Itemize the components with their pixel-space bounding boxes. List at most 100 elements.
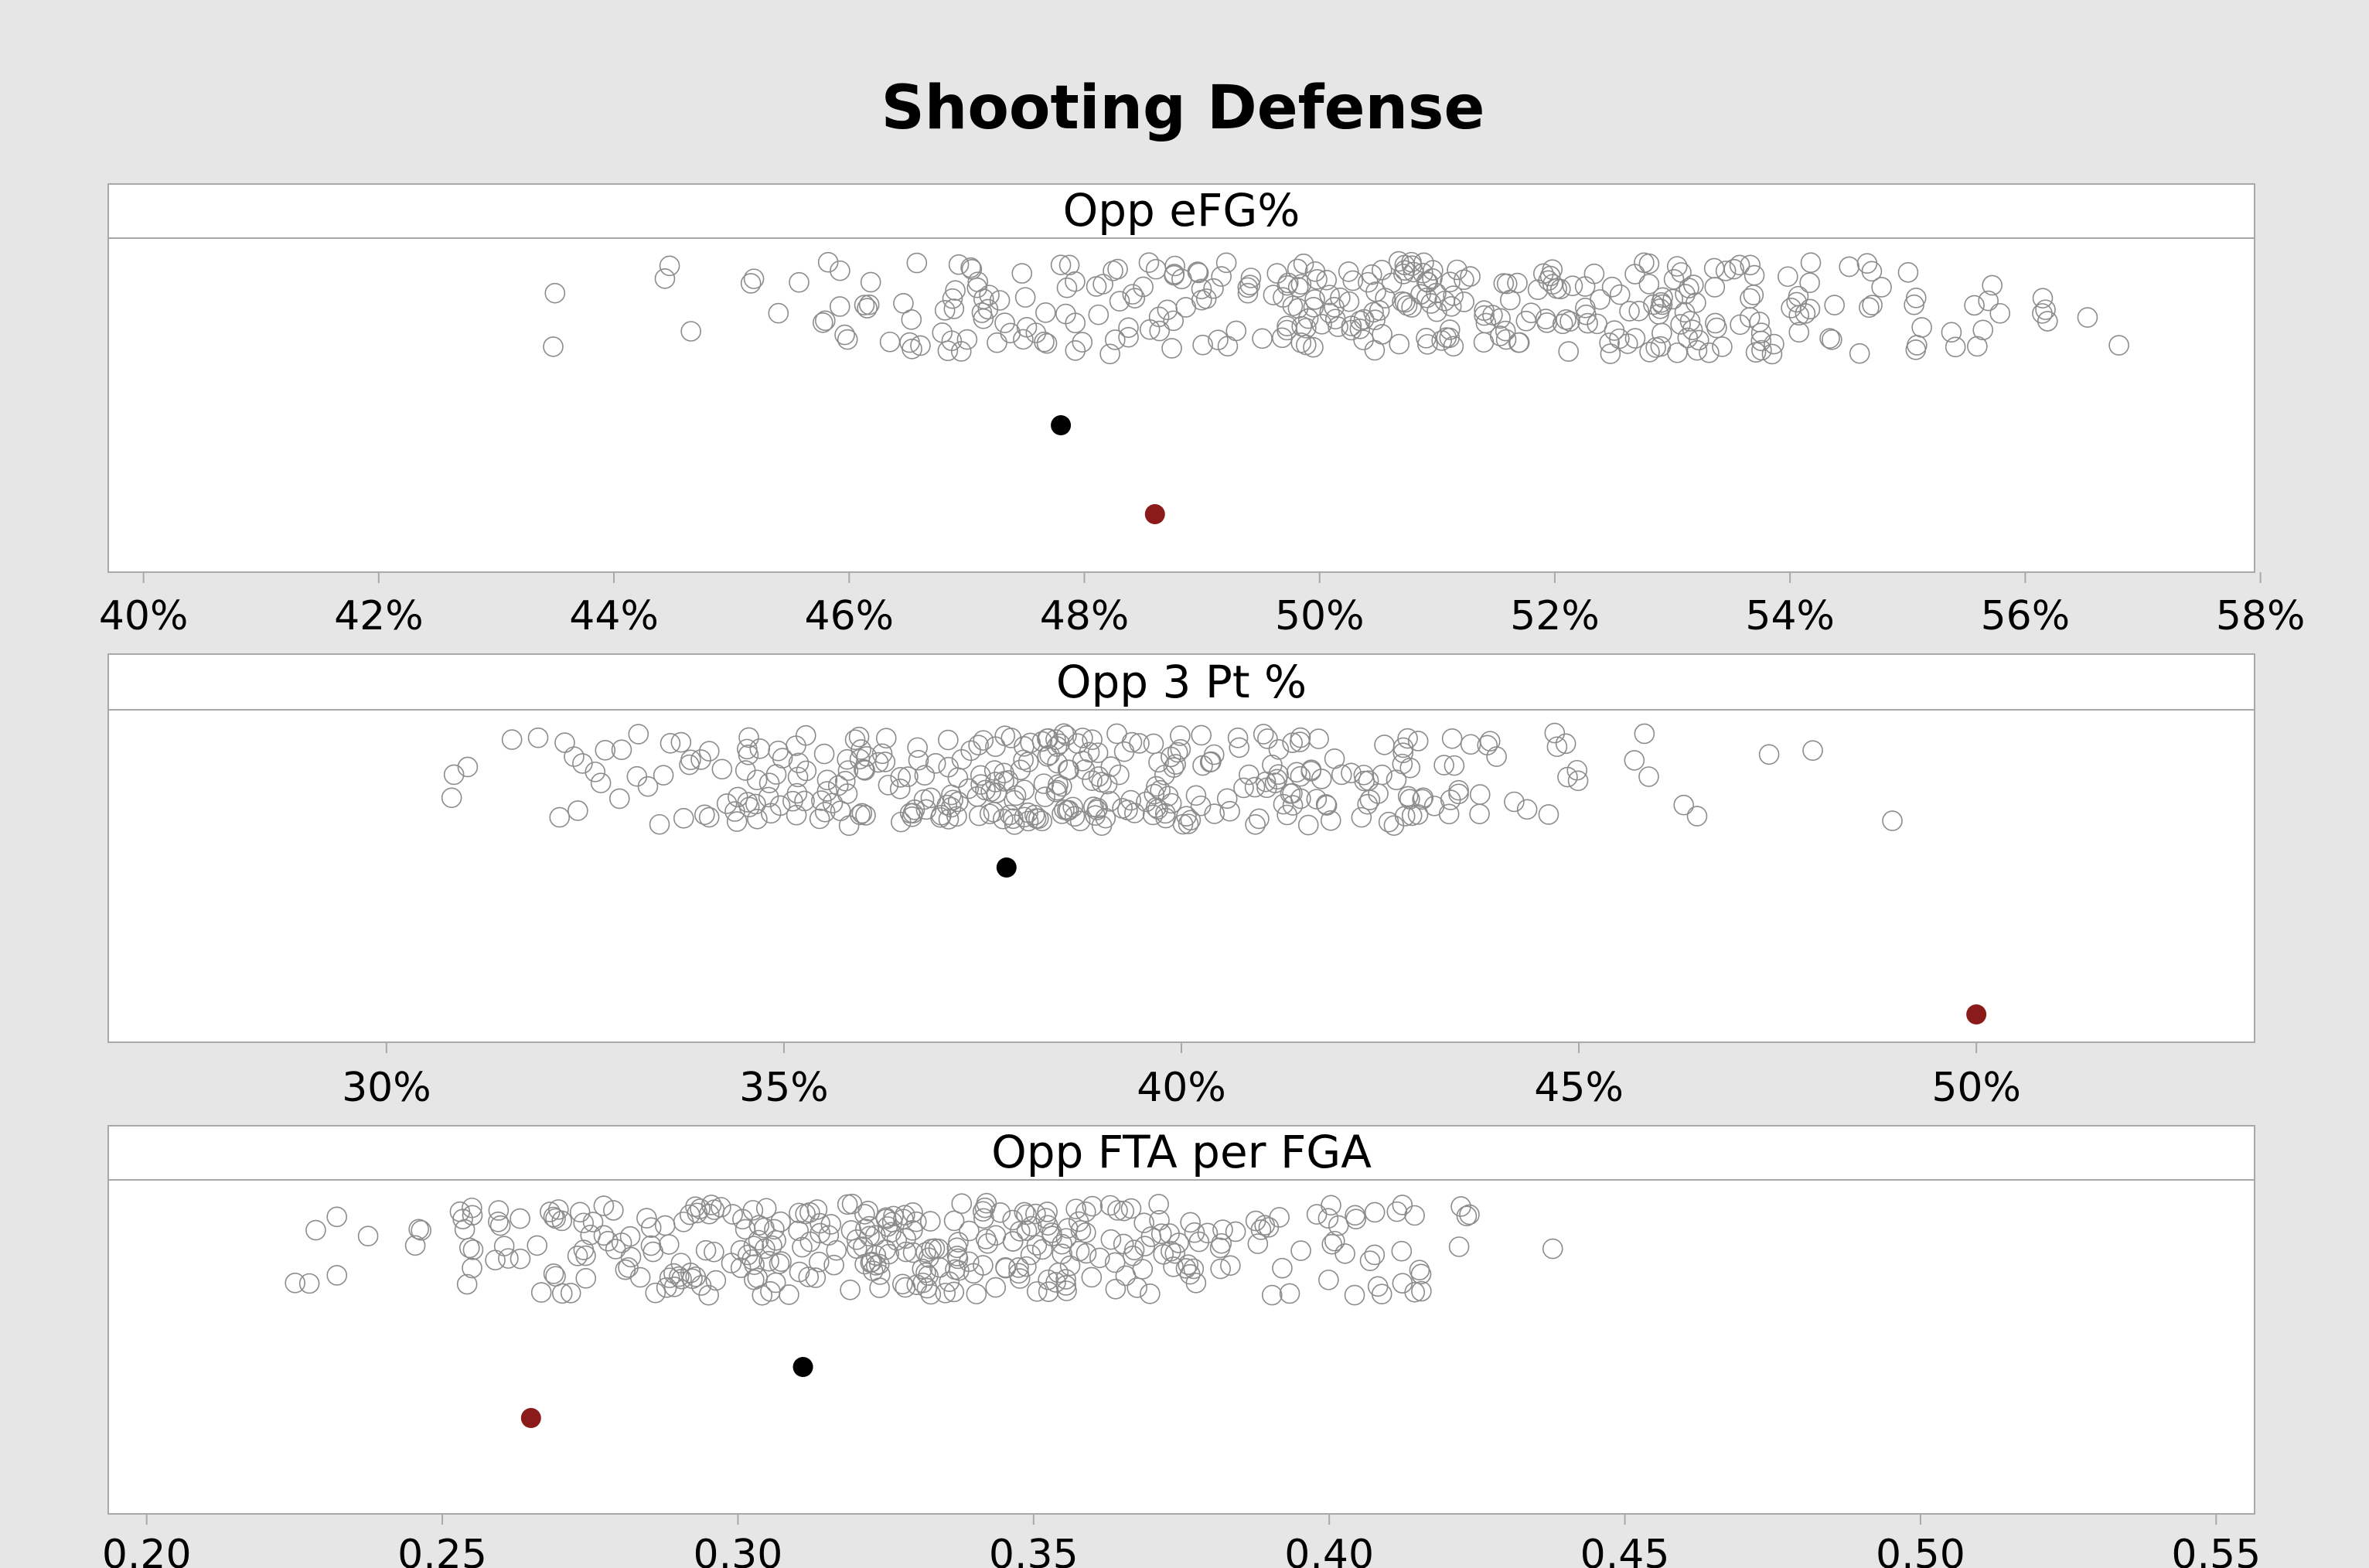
data-point [1037, 745, 1058, 767]
data-point [1566, 759, 1588, 781]
data-point [1344, 1284, 1365, 1306]
data-point [878, 1243, 900, 1265]
data-point [357, 1225, 379, 1247]
data-point [915, 1262, 936, 1283]
data-point [1081, 1266, 1103, 1288]
x-tick-label: 48% [1040, 593, 1130, 639]
data-point [901, 309, 922, 330]
data-point [1245, 814, 1266, 835]
data-point [951, 1193, 973, 1214]
data-point [1703, 257, 1725, 279]
data-point [551, 1210, 573, 1232]
x-tick-label: 46% [805, 593, 895, 639]
panel-3: Opp FTA per FGA 0.20 0.25 0.30 0.35 0.40 0.45 0… [102, 1125, 2261, 1568]
data-point [1191, 724, 1212, 746]
data-point [960, 740, 981, 762]
data-point [925, 753, 946, 774]
data-point [875, 728, 897, 749]
data-point [815, 310, 836, 332]
plot-frame [107, 653, 2255, 1043]
data-point [1025, 322, 1047, 343]
data-point [1291, 315, 1312, 337]
data-point [1321, 1233, 1343, 1255]
data-point [1358, 271, 1379, 293]
data-point [1542, 259, 1563, 280]
data-point [732, 1208, 753, 1230]
data-point [680, 321, 701, 342]
data-point [1412, 789, 1433, 810]
data-point [908, 749, 929, 771]
data-point [958, 1251, 980, 1273]
data-point [834, 324, 855, 346]
data-point [456, 1273, 478, 1295]
panel-1: Opp eFG% 40% 42% 44% 46% 48% 50% 52% 54% 56% 58% [99, 183, 2305, 639]
data-point [837, 329, 858, 350]
data-point [823, 1254, 844, 1276]
x-tick-label: 50% [1931, 1065, 2021, 1111]
data-point [837, 760, 859, 781]
x-tick-label: 0.55 [2171, 1532, 2261, 1568]
data-point [1318, 1270, 1339, 1290]
data-point [973, 1208, 994, 1229]
data-point [1190, 795, 1212, 816]
data-point [1859, 297, 1880, 318]
data-point [1004, 814, 1025, 835]
data-point [1072, 332, 1093, 353]
data-point [1211, 266, 1232, 287]
data-point [1150, 1223, 1172, 1244]
data-point [2032, 288, 2054, 308]
data-point [1315, 794, 1337, 815]
data-point [874, 752, 896, 772]
x-tick-label: 0.30 [694, 1532, 783, 1568]
data-point [916, 1277, 938, 1299]
data-point [786, 782, 808, 804]
data-point [1375, 288, 1396, 308]
data-point [1227, 728, 1249, 748]
data-point [754, 1217, 775, 1239]
data-point [1277, 315, 1297, 337]
data-point [1217, 336, 1239, 357]
data-point [568, 800, 588, 821]
data-point [1220, 1255, 1241, 1277]
data-point [569, 1202, 591, 1223]
data-point [1440, 271, 1461, 292]
x-tick-label: 40% [99, 593, 189, 639]
data-point [1786, 291, 1808, 313]
data-point [1673, 794, 1695, 816]
data-point [1086, 276, 1107, 297]
data-point [1638, 274, 1660, 295]
data-point [1577, 312, 1598, 334]
data-point [968, 735, 989, 755]
data-point [979, 285, 1000, 305]
data-point [1140, 1226, 1162, 1247]
data-point [1359, 789, 1381, 810]
data-point [1599, 332, 1620, 353]
data-point [1252, 328, 1273, 349]
data-point [1982, 274, 2003, 296]
data-point [1016, 1256, 1037, 1277]
data-point [924, 1238, 946, 1260]
data-point [580, 1224, 602, 1246]
data-point [1005, 785, 1027, 806]
data-point [865, 1255, 887, 1276]
data-point [1170, 738, 1191, 760]
data-point [285, 1273, 306, 1294]
data-point [1014, 287, 1036, 308]
data-point [959, 1220, 980, 1242]
data-point [1675, 284, 1696, 305]
data-point [737, 738, 758, 760]
data-point [764, 1219, 785, 1240]
data-point [830, 800, 851, 821]
data-point [1204, 803, 1225, 824]
data-point [1576, 304, 1597, 326]
data-point [585, 762, 606, 782]
data-point [1054, 799, 1075, 820]
data-point [1247, 1233, 1269, 1254]
data-point [1359, 1250, 1381, 1271]
data-point [1389, 333, 1410, 355]
data-point [850, 739, 871, 760]
data-point [1819, 328, 1840, 349]
data-point [1367, 1276, 1389, 1297]
data-point [977, 298, 999, 320]
data-point [548, 1199, 569, 1220]
